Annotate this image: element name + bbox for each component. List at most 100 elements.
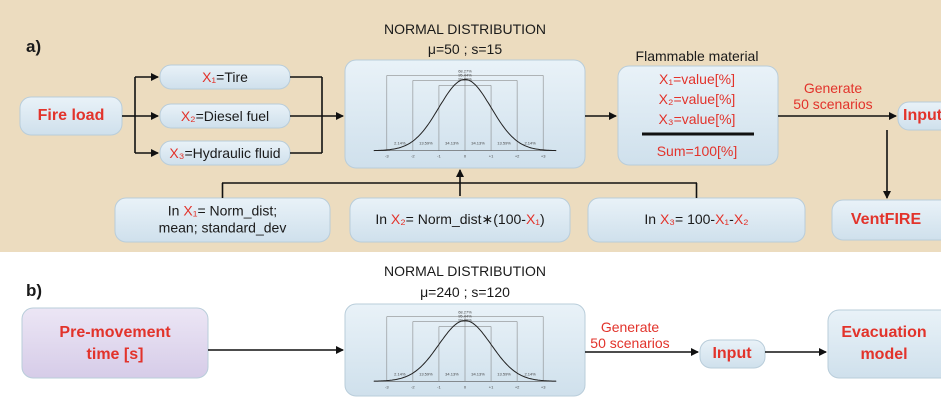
label: mean; standard_dev (159, 219, 287, 235)
text-part: 2.14% (394, 141, 406, 146)
label: X₂=Diesel fuel (181, 108, 269, 124)
text-part: mean; standard_dev (159, 219, 287, 235)
label: model (860, 346, 907, 363)
label: Generate (804, 80, 863, 96)
text-part: 2.14% (524, 141, 536, 146)
text-part: =value[%] (674, 111, 736, 127)
segment-label: 2.14% (524, 371, 536, 376)
text-part: =Tire (216, 69, 248, 85)
text-part: X₃ (659, 111, 674, 127)
text-part: Fire load (38, 107, 105, 124)
text-part: NORMAL DISTRIBUTION (384, 21, 546, 37)
label: Input (712, 345, 752, 362)
text-part: Generate (804, 80, 863, 96)
panel-label: b) (26, 281, 42, 300)
flammable-title: Flammable material (636, 48, 759, 64)
text-part: 50 scenarios (590, 335, 669, 351)
text-part: = Norm_dist∗(100- (406, 211, 527, 227)
text-part: 13.59% (419, 371, 433, 376)
segment-label: 34.13% (445, 371, 459, 376)
input-box (897, 101, 941, 131)
label: VentFIRE (851, 211, 922, 228)
text-part: = Norm_dist; (197, 202, 277, 218)
bell-curve (373, 320, 557, 382)
text-part: In (375, 211, 391, 227)
text-part: X₃ (169, 145, 184, 161)
text-part: 34.13% (445, 141, 459, 146)
text-part: Evacuation (841, 324, 926, 341)
text-part: +2 (515, 154, 520, 159)
text-part: +2 (515, 384, 520, 389)
formula-box (349, 197, 571, 243)
label: 50 scenarios (590, 335, 669, 351)
text-part: +3 (541, 384, 546, 389)
text-part: X₁ (526, 211, 540, 227)
text-part: X₁ (202, 69, 216, 85)
text-part: +1 (489, 384, 494, 389)
text-part: =Diesel fuel (196, 108, 270, 124)
band-label: 95.44% (458, 73, 472, 78)
distribution-parameters: μ=240 ; s=120 (420, 284, 510, 300)
sigma-label: +2 (515, 154, 520, 159)
text-part: +3 (541, 154, 546, 159)
source-box (21, 307, 209, 379)
text-part: -2 (411, 384, 415, 389)
output-box (831, 199, 941, 241)
segment-label: 13.59% (497, 141, 511, 146)
text-part: 13.59% (497, 371, 511, 376)
label: In X₂= Norm_dist∗(100-X₁) (375, 211, 544, 227)
text-part: a) (26, 37, 41, 56)
text-part: VentFIRE (851, 211, 922, 228)
text-part: 34.13% (471, 141, 485, 146)
text-part: X₂ (391, 211, 406, 227)
label: Fire load (38, 107, 105, 124)
label: Evacuation (841, 324, 926, 341)
text-part: =value[%] (673, 71, 735, 87)
text-part: - (729, 211, 734, 227)
label: Generate (601, 319, 660, 335)
text-part: μ=240 ; s=120 (420, 284, 510, 300)
text-part: 13.59% (419, 141, 433, 146)
text-part: X₃ (660, 211, 675, 227)
text-part: 13.59% (497, 141, 511, 146)
segment-label: 13.59% (419, 141, 433, 146)
text-part: 99.26% (458, 77, 472, 82)
sigma-label: -3 (385, 154, 389, 159)
label: X₃=Hydraulic fluid (169, 145, 280, 161)
segment-label: 2.14% (394, 371, 406, 376)
segment-label: 34.13% (471, 141, 485, 146)
band-label: 99.26% (458, 318, 472, 323)
text-part: In (168, 202, 184, 218)
distribution-parameters: μ=50 ; s=15 (428, 41, 502, 57)
distribution-title: NORMAL DISTRIBUTION (384, 21, 546, 37)
distribution-title: NORMAL DISTRIBUTION (384, 263, 546, 279)
text-part: =Hydraulic fluid (184, 145, 280, 161)
text-part: -1 (437, 384, 441, 389)
text-part: = 100- (675, 211, 715, 227)
label: X₁=value[%] (659, 71, 735, 87)
text-part: Flammable material (636, 48, 759, 64)
sigma-label: +3 (541, 154, 546, 159)
sigma-label: +3 (541, 384, 546, 389)
text-part: 95.44% (458, 314, 472, 319)
text-part: X₂ (734, 211, 749, 227)
text-part: μ=50 ; s=15 (428, 41, 502, 57)
text-part: 50 scenarios (793, 96, 872, 112)
output-box (827, 309, 941, 379)
text-part: 0 (464, 154, 467, 159)
sigma-label: -1 (437, 384, 441, 389)
text-part: X₂ (659, 91, 674, 107)
text-part: 2.14% (524, 371, 536, 376)
text-part: Sum=100[%] (657, 143, 738, 159)
text-part: Input (712, 345, 752, 362)
segment-label: 34.13% (445, 141, 459, 146)
text-part: -2 (411, 154, 415, 159)
text-part: X₁ (183, 202, 197, 218)
label: 50 scenarios (793, 96, 872, 112)
bell-curve (373, 78, 557, 152)
text-part: -3 (385, 154, 389, 159)
sigma-label: +1 (489, 154, 494, 159)
text-part: X₂ (181, 108, 196, 124)
label: Sum=100[%] (657, 143, 738, 159)
text-part: model (860, 346, 907, 363)
